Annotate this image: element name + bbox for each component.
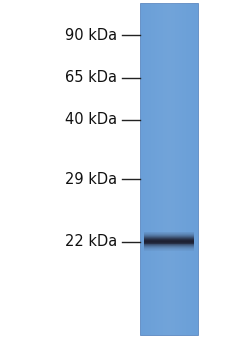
Bar	[157, 3, 159, 335]
Bar	[194, 3, 196, 335]
Bar	[144, 248, 194, 249]
Bar	[159, 3, 161, 335]
Bar	[192, 3, 194, 335]
Bar	[144, 242, 194, 243]
Bar	[142, 3, 143, 335]
Bar	[144, 238, 194, 239]
Text: 65 kDa: 65 kDa	[65, 70, 117, 85]
Bar	[182, 3, 184, 335]
Bar	[145, 3, 147, 335]
Bar	[144, 245, 194, 246]
Bar	[173, 3, 175, 335]
Bar	[144, 237, 194, 238]
Bar	[140, 3, 142, 335]
Bar	[147, 3, 149, 335]
FancyBboxPatch shape	[140, 3, 198, 335]
Bar	[144, 234, 194, 235]
Bar	[144, 247, 194, 248]
Bar	[180, 3, 182, 335]
Bar	[178, 3, 180, 335]
Bar	[161, 3, 163, 335]
Bar	[188, 3, 190, 335]
Bar	[155, 3, 157, 335]
Text: 22 kDa: 22 kDa	[65, 234, 117, 249]
Bar	[169, 3, 171, 335]
Bar	[149, 3, 151, 335]
Bar	[143, 3, 145, 335]
Bar	[144, 241, 194, 242]
Bar	[144, 240, 194, 241]
Text: 29 kDa: 29 kDa	[65, 172, 117, 187]
Bar	[163, 3, 165, 335]
Text: 40 kDa: 40 kDa	[65, 113, 117, 127]
Bar	[144, 235, 194, 236]
Bar	[177, 3, 178, 335]
Bar	[144, 236, 194, 237]
Bar	[144, 250, 194, 251]
Bar	[186, 3, 188, 335]
Bar	[190, 3, 192, 335]
Bar	[144, 246, 194, 247]
Bar	[144, 239, 194, 240]
Bar	[167, 3, 169, 335]
Bar	[175, 3, 177, 335]
Bar	[184, 3, 186, 335]
Text: 90 kDa: 90 kDa	[65, 28, 117, 43]
Bar	[171, 3, 173, 335]
Bar	[144, 244, 194, 245]
Bar	[196, 3, 198, 335]
Bar	[144, 233, 194, 234]
Bar	[165, 3, 167, 335]
Bar	[144, 249, 194, 250]
Bar	[151, 3, 153, 335]
Bar	[153, 3, 155, 335]
